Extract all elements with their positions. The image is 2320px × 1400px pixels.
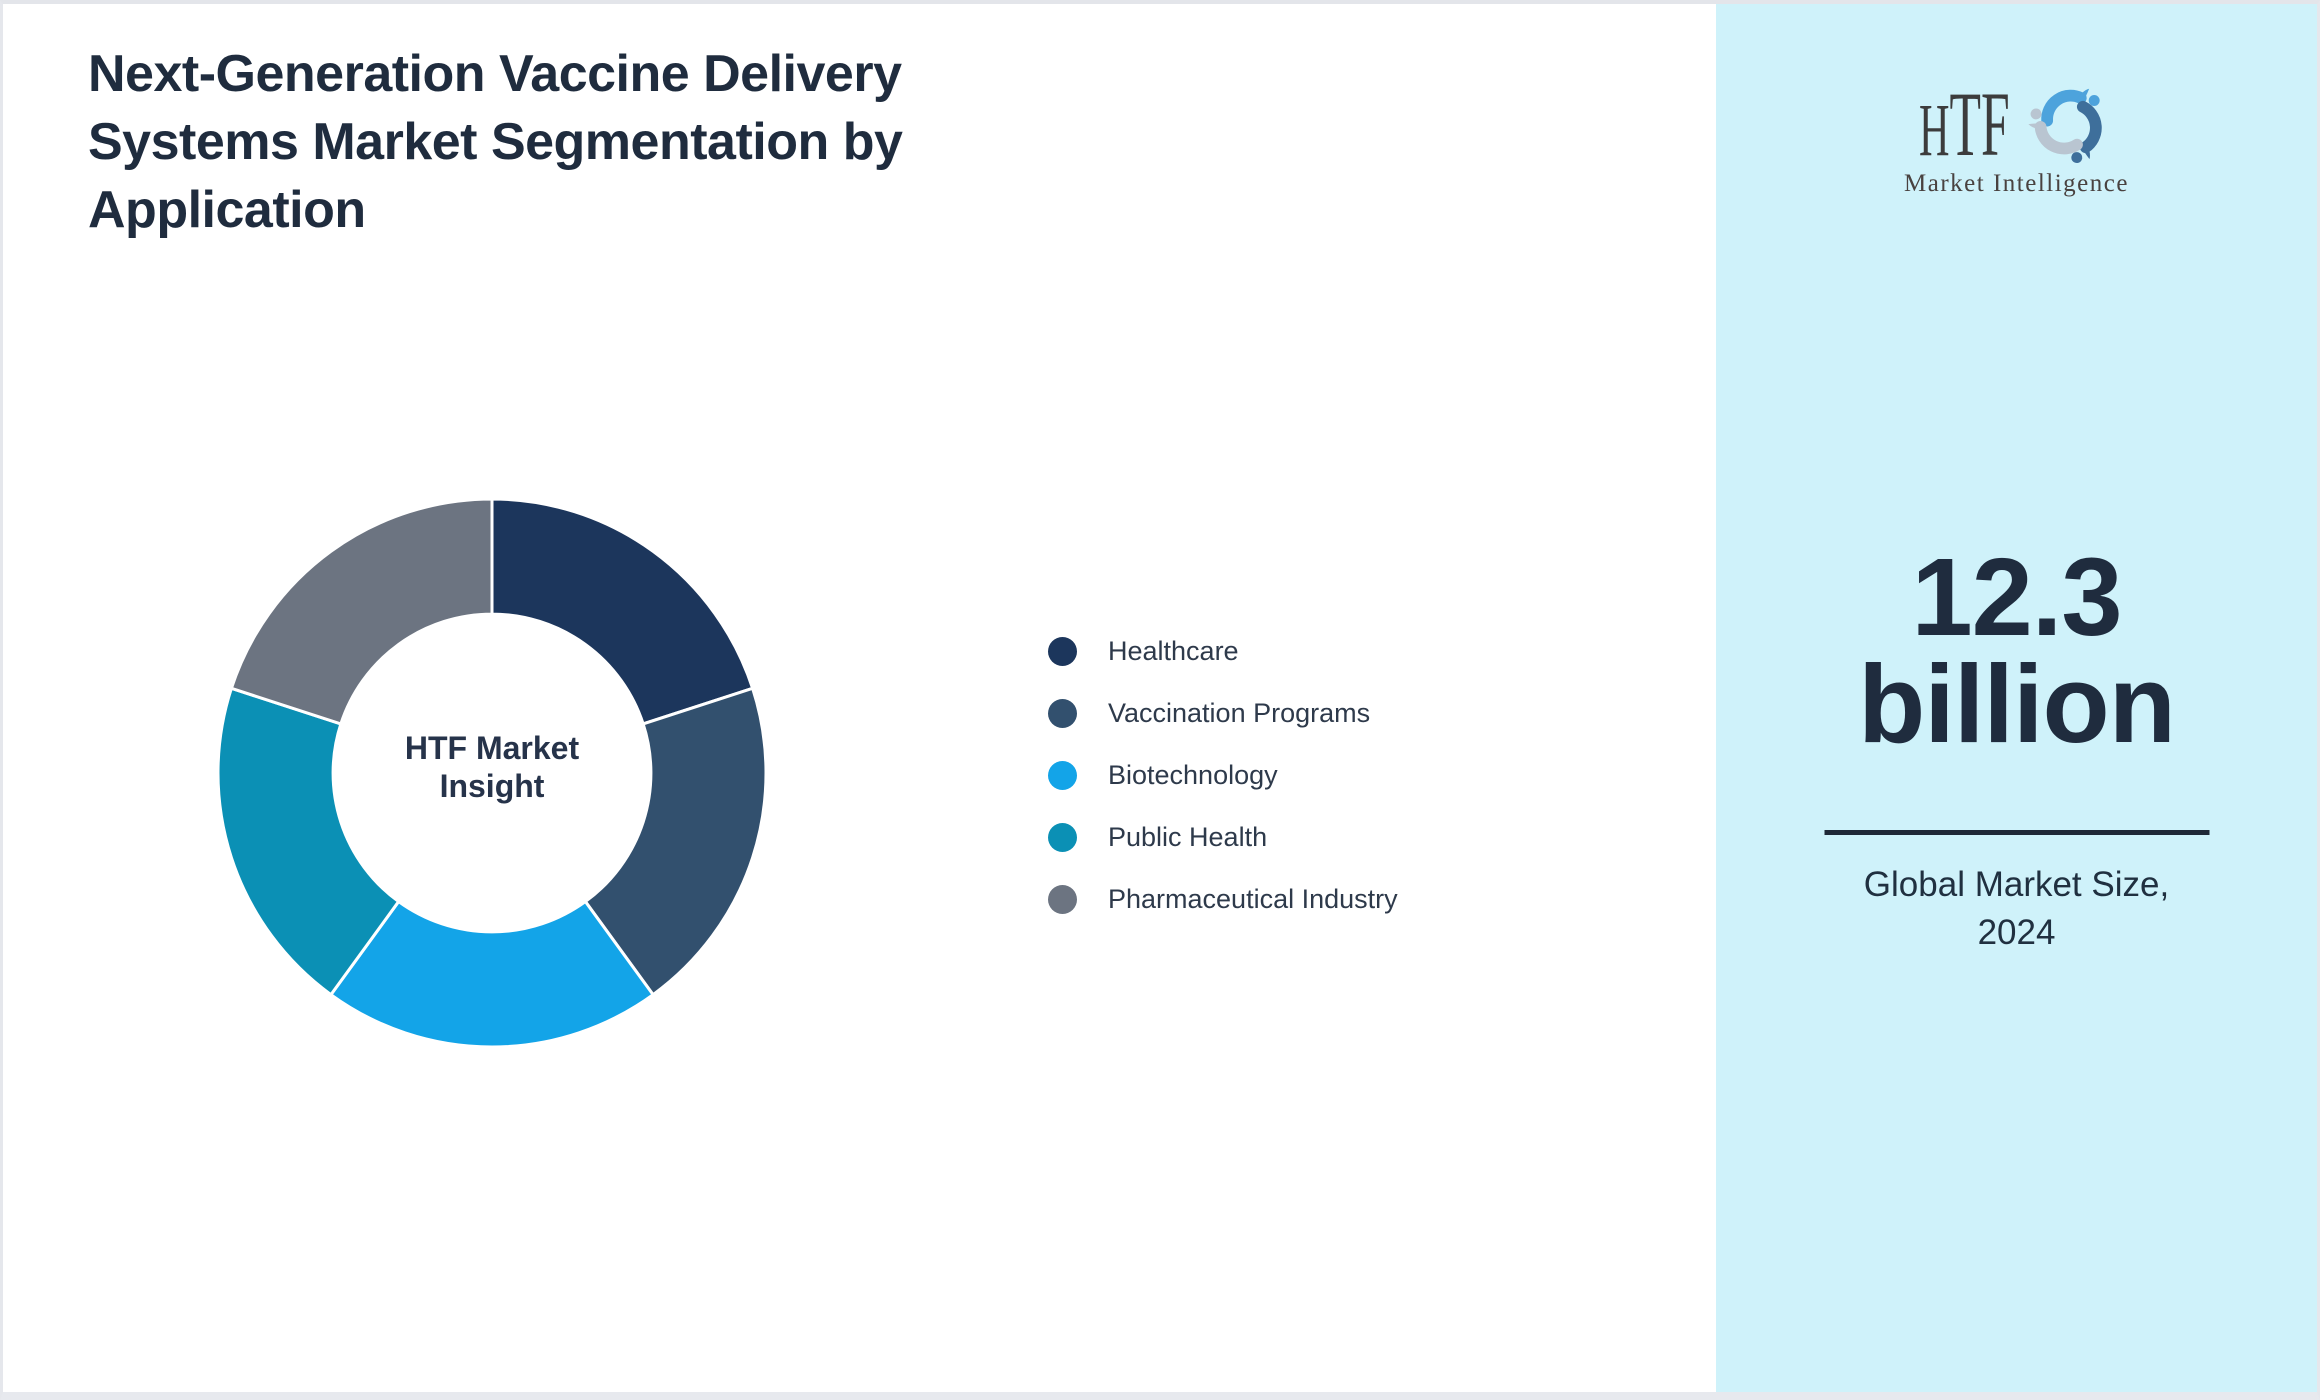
logo-row: HTF: [1919, 78, 2115, 172]
donut-segment-biotechnology: [328, 899, 656, 1049]
legend-swatch-icon: [1048, 822, 1077, 852]
logo-swirl-icon: [2023, 82, 2115, 166]
donut-segment-public-health: [216, 686, 401, 997]
side-panel: HTF Market Intelligence 12.3 bill: [1716, 4, 2317, 1392]
legend-swatch-icon: [1048, 760, 1077, 790]
legend-swatch-icon: [1048, 698, 1077, 728]
market-caption: Global Market Size, 2024: [1863, 865, 2170, 952]
page-title: Next-Generation Vaccine Delivery Systems…: [88, 45, 903, 239]
brand-logo: HTF Market Intelligence: [1716, 78, 2317, 198]
legend-swatch-icon: [1048, 636, 1077, 666]
donut-chart: [216, 497, 768, 1049]
legend-item: Healthcare: [1048, 620, 1398, 682]
legend-label: Biotechnology: [1108, 759, 1278, 790]
legend-label: Public Health: [1108, 821, 1268, 852]
legend-item: Biotechnology: [1048, 744, 1398, 806]
legend-label: Healthcare: [1108, 635, 1239, 666]
divider-line: [1824, 830, 2209, 835]
legend-swatch-icon: [1048, 884, 1077, 914]
logo-text: HTF: [1918, 73, 2010, 175]
logo-text-wrap: HTF: [1919, 78, 2021, 172]
donut-segment-pharmaceutical-industry: [229, 497, 494, 726]
donut-segment-healthcare: [490, 497, 755, 726]
market-value: 12.3 billion: [1858, 536, 2176, 766]
donut-center-label: HTF Market Insight: [404, 730, 580, 804]
donut-segment-vaccination-programs: [583, 686, 768, 997]
legend-item: Public Health: [1048, 806, 1398, 868]
legend: Healthcare Vaccination Programs Biotechnol…: [1048, 620, 1398, 930]
logo-subtext: Market Intelligence: [1904, 170, 2129, 197]
legend-label: Pharmaceutical Industry: [1108, 883, 1398, 914]
legend-label: Vaccination Programs: [1108, 697, 1371, 728]
legend-item: Vaccination Programs: [1048, 682, 1398, 744]
legend-item: Pharmaceutical Industry: [1048, 868, 1398, 930]
